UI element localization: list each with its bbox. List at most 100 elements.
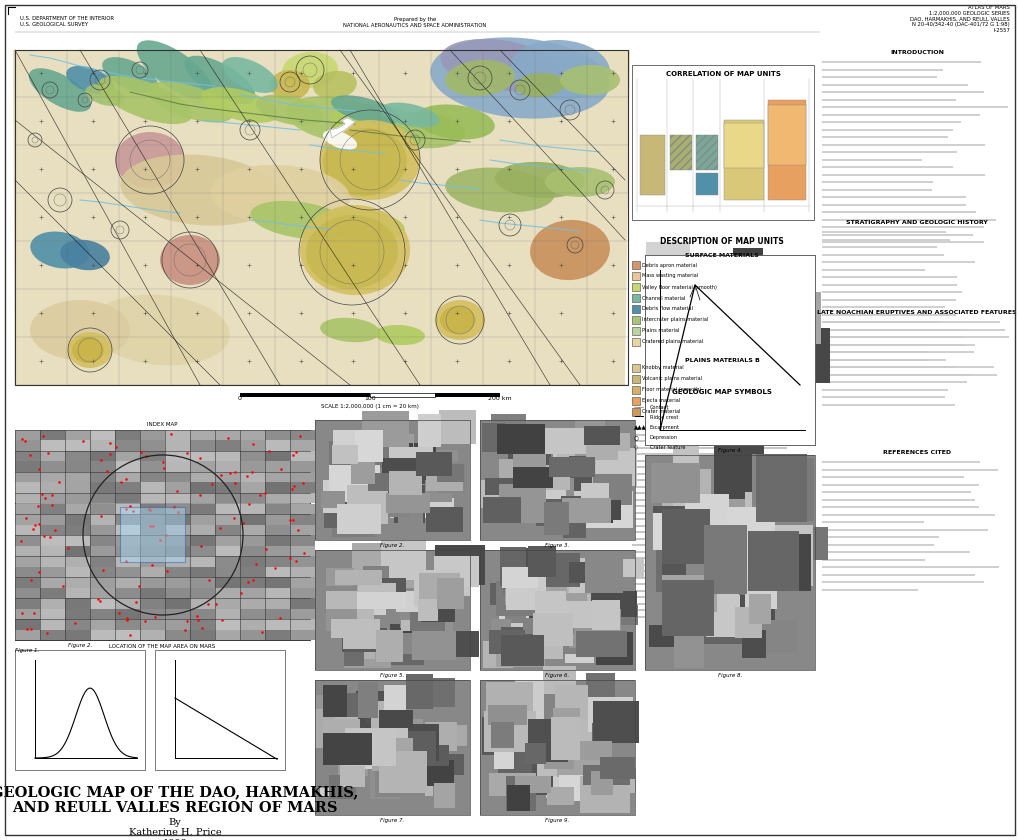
Bar <box>513 451 545 480</box>
Bar <box>537 553 580 586</box>
Text: INTRODUCTION: INTRODUCTION <box>890 50 943 55</box>
Text: Valley floor material (smooth): Valley floor material (smooth) <box>641 285 716 290</box>
Bar <box>535 622 581 654</box>
Bar <box>685 494 728 538</box>
Bar <box>15 650 145 770</box>
Text: ━━━: ━━━ <box>634 416 643 421</box>
Bar <box>388 631 412 648</box>
Bar <box>599 768 635 793</box>
Bar <box>215 545 239 556</box>
Bar <box>536 736 572 776</box>
Bar <box>265 577 289 587</box>
Bar <box>551 601 594 627</box>
Bar <box>632 375 639 383</box>
Bar <box>289 619 315 629</box>
Bar <box>65 514 90 524</box>
Bar <box>90 629 115 640</box>
Bar <box>414 570 461 606</box>
Bar <box>437 465 464 482</box>
Bar <box>343 627 364 666</box>
Bar <box>190 472 215 482</box>
Text: ▲▲▲: ▲▲▲ <box>634 426 646 430</box>
Bar <box>648 596 703 647</box>
Bar <box>565 631 594 664</box>
Text: SCALE 1:2,000,000 (1 cm = 20 km): SCALE 1:2,000,000 (1 cm = 20 km) <box>321 404 419 409</box>
Bar <box>40 598 65 608</box>
Bar <box>387 744 428 763</box>
Bar <box>215 503 239 514</box>
Ellipse shape <box>415 104 494 139</box>
Bar <box>364 579 406 597</box>
Bar <box>551 718 596 747</box>
Bar <box>426 473 462 491</box>
Bar <box>343 652 391 668</box>
Bar <box>523 618 574 634</box>
Bar <box>573 500 621 520</box>
Text: Knobby material: Knobby material <box>641 365 683 370</box>
Bar <box>239 577 265 587</box>
Bar <box>735 389 779 430</box>
Text: DESCRIPTION OF MAP UNITS: DESCRIPTION OF MAP UNITS <box>659 237 784 246</box>
Bar <box>115 451 140 461</box>
Bar <box>572 742 611 760</box>
Bar <box>428 631 478 657</box>
Bar <box>759 620 798 654</box>
Bar <box>289 524 315 535</box>
Bar <box>698 297 734 339</box>
Bar <box>362 411 409 447</box>
Bar <box>15 461 40 472</box>
Bar <box>40 430 65 440</box>
Bar <box>341 723 387 760</box>
Bar <box>40 587 65 598</box>
Bar <box>15 577 40 587</box>
Bar <box>569 456 588 477</box>
Bar <box>632 397 639 405</box>
Bar <box>490 414 526 444</box>
Text: Figure 4.: Figure 4. <box>717 448 742 453</box>
Bar <box>657 285 694 343</box>
Bar <box>344 638 375 659</box>
Bar <box>115 461 140 472</box>
Bar <box>669 297 697 342</box>
Bar <box>590 771 612 795</box>
Bar <box>190 440 215 451</box>
Bar <box>265 524 289 535</box>
Bar <box>239 629 265 640</box>
Bar <box>120 507 184 562</box>
Bar <box>595 448 637 486</box>
Bar <box>433 754 464 775</box>
Text: Ridge crest: Ridge crest <box>649 416 678 421</box>
Bar <box>545 583 567 600</box>
Bar <box>776 527 827 559</box>
Bar <box>745 567 776 609</box>
Bar <box>375 756 425 797</box>
Text: 0: 0 <box>237 396 242 401</box>
Bar <box>40 535 65 545</box>
Bar <box>534 706 556 748</box>
Bar <box>265 451 289 461</box>
Bar <box>420 450 458 487</box>
Bar <box>527 457 576 488</box>
Bar <box>115 598 140 608</box>
Ellipse shape <box>98 76 193 124</box>
Bar <box>754 288 804 329</box>
Bar <box>556 747 603 777</box>
Bar <box>767 534 811 591</box>
Bar <box>289 566 315 577</box>
Bar <box>140 524 165 535</box>
Ellipse shape <box>31 232 90 269</box>
Bar <box>90 545 115 556</box>
Bar <box>316 743 359 789</box>
Text: Volcanic plains material: Volcanic plains material <box>641 376 701 381</box>
Bar <box>514 463 545 478</box>
Bar <box>15 493 40 503</box>
Bar <box>751 454 806 517</box>
Bar <box>576 631 626 658</box>
Bar <box>90 503 115 514</box>
Ellipse shape <box>323 130 357 150</box>
Bar <box>289 535 315 545</box>
Bar <box>712 558 739 601</box>
Bar <box>632 261 639 269</box>
Bar <box>489 630 525 654</box>
Text: Crater material: Crater material <box>641 409 680 414</box>
